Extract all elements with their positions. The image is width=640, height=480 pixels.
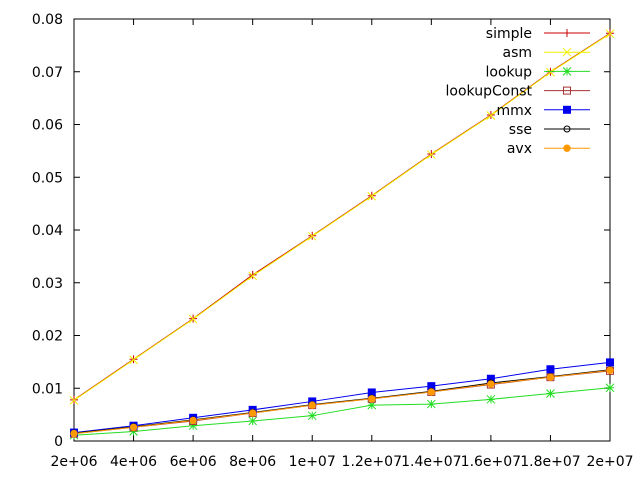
series-line-lookup: [73, 387, 611, 436]
legend-label: lookupConst: [446, 84, 533, 100]
x-tick-label: 2e+06: [50, 454, 97, 470]
series-markers-asm: [69, 29, 615, 405]
x-tick-label: 1.6e+07: [461, 454, 521, 470]
data-point: [129, 423, 138, 431]
y-tick-label: 0.08: [32, 12, 63, 28]
data-point: [129, 427, 138, 436]
data-point: [307, 231, 317, 241]
plot-border: [73, 18, 611, 442]
data-point: [546, 389, 555, 398]
data-point: [307, 411, 317, 421]
series-line-avx: [73, 369, 611, 435]
data-point: [563, 144, 571, 152]
x-tick-label: 1.8e+07: [520, 454, 580, 470]
data-point: [605, 383, 615, 393]
y-tick-label: 0.03: [32, 276, 63, 292]
data-point: [487, 380, 495, 388]
data-point: [606, 366, 614, 375]
y-tick-label: 0.04: [32, 223, 63, 239]
data-point: [189, 416, 197, 425]
data-point: [562, 67, 572, 76]
y-tick-label: 0.01: [32, 381, 63, 397]
data-point: [248, 416, 258, 426]
legend-label: asm: [502, 45, 532, 61]
data-point: [563, 125, 571, 133]
legend-label: lookup: [486, 64, 533, 80]
data-point: [563, 105, 571, 114]
data-point: [129, 355, 138, 365]
legend-item-asm: asm: [502, 45, 590, 61]
data-point: [248, 271, 258, 281]
data-point: [562, 47, 572, 57]
legend-item-simple: simple: [486, 26, 590, 42]
legend-label: mmx: [496, 103, 532, 119]
y-tick-label: 0.07: [32, 65, 63, 81]
legend-item-sse: sse: [509, 122, 590, 138]
data-point: [426, 399, 436, 409]
data-point: [248, 409, 257, 417]
legend-item-lookupConst: lookupConst: [446, 84, 590, 100]
legend-item-avx: avx: [507, 141, 590, 157]
data-point: [248, 270, 257, 279]
data-point: [486, 394, 496, 404]
y-tick-label: 0: [54, 434, 63, 450]
data-point: [188, 421, 198, 431]
data-point: [69, 396, 79, 405]
y-tick-labels: 0 0.01 0.02 0.03 0.04 0.05 0.06 0.07 0.08: [32, 12, 63, 450]
x-tick-labels: 2e+06 4e+06 6e+06 8e+06 1e+07 1.2e+07 1.4e+07 1…: [50, 454, 633, 470]
series-line-asm: [73, 33, 611, 401]
x-tick-label: 8e+06: [229, 454, 276, 470]
data-point: [606, 358, 614, 367]
legend-label: avx: [507, 141, 532, 157]
data-point: [308, 401, 316, 409]
data-point: [546, 365, 555, 374]
y-tick-label: 0.02: [32, 329, 63, 345]
series-lines: [73, 32, 611, 436]
y-tick-label: 0.06: [32, 118, 63, 134]
data-point: [563, 29, 571, 37]
legend: simple asm lookup lookupConst mmx sse avx: [446, 26, 590, 157]
data-point: [368, 395, 376, 403]
x-tick-label: 1e+07: [289, 454, 336, 470]
series-markers-lookup: [69, 383, 615, 440]
x-tick-label: 1.2e+07: [342, 454, 402, 470]
x-tick-label: 1.4e+07: [401, 454, 461, 470]
data-point: [486, 111, 496, 120]
legend-item-mmx: mmx: [496, 103, 590, 119]
series-markers-avx: [70, 366, 614, 438]
data-point: [426, 150, 436, 159]
series-line-mmx: [73, 361, 611, 434]
series-markers: [69, 29, 615, 440]
legend-label: sse: [509, 122, 532, 138]
x-tick-label: 2e+07: [586, 454, 633, 470]
data-point: [367, 191, 377, 201]
data-point: [605, 29, 615, 39]
plot-frame: [73, 18, 611, 442]
data-point: [563, 86, 571, 95]
data-point: [546, 373, 555, 381]
x-tick-label: 4e+06: [110, 454, 157, 470]
axis-ticks: [73, 18, 611, 442]
data-point: [188, 314, 198, 324]
y-tick-label: 0.05: [32, 170, 63, 186]
data-point: [70, 429, 78, 438]
data-point: [546, 67, 555, 77]
legend-label: simple: [486, 26, 532, 42]
x-tick-label: 6e+06: [170, 454, 217, 470]
legend-item-lookup: lookup: [486, 64, 590, 80]
data-point: [367, 400, 377, 410]
series-line-sse: [73, 369, 611, 434]
data-point: [427, 388, 436, 396]
